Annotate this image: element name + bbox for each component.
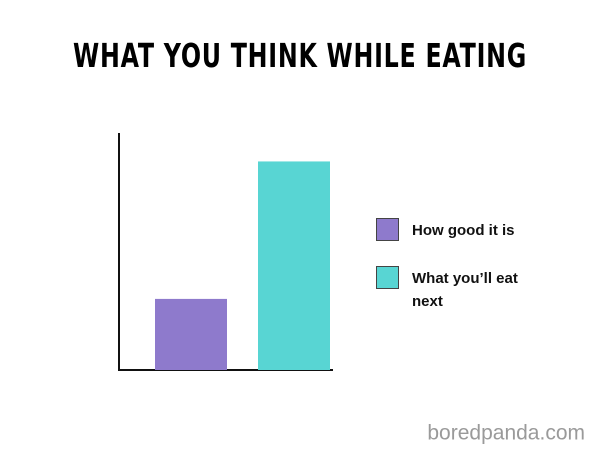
legend-swatch	[376, 266, 399, 289]
legend-swatch	[376, 218, 399, 241]
chart-title: WHAT YOU THINK WHILE EATING	[73, 36, 527, 75]
legend-label: What you’ll eat next	[412, 269, 518, 310]
legend-label: How good it is	[412, 221, 515, 239]
bar	[258, 161, 330, 370]
bar	[155, 298, 227, 370]
watermark: boredpanda.com	[427, 422, 585, 445]
